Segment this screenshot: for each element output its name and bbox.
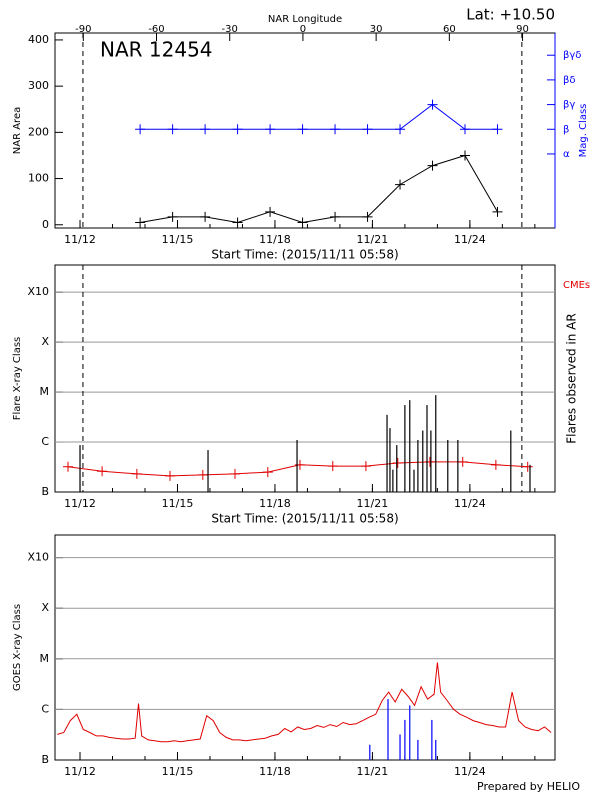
- y-tick-label: X10: [27, 285, 49, 298]
- point-marker: [395, 124, 406, 135]
- y-tick-label: X: [41, 335, 49, 348]
- x-tick-label: 11/12: [64, 765, 96, 778]
- y-tick-label: M: [40, 385, 50, 398]
- x-tick-label: 11/15: [162, 497, 194, 510]
- plot-frame: [54, 32, 556, 229]
- point-marker: [362, 211, 373, 222]
- y2-tick-label: α: [563, 149, 570, 160]
- point-marker: [229, 468, 240, 479]
- y2-axis-label: Mag. Class: [578, 104, 589, 158]
- point-marker: [330, 211, 341, 222]
- y-axis-label: GOES X-ray Class: [12, 604, 23, 691]
- x2-tick-label: 0: [300, 24, 306, 35]
- series-line: [57, 662, 552, 743]
- x2-tick-label: -60: [148, 24, 164, 35]
- x2-tick-label: -30: [222, 24, 238, 35]
- y-tick-label: B: [41, 753, 49, 766]
- footer: Prepared by HELIO: [477, 780, 580, 793]
- y-axis-label: NAR Area: [12, 107, 23, 154]
- y-tick-label: 400: [28, 33, 49, 46]
- y2-tick-label: βγδ: [563, 50, 581, 61]
- x-tick-label: 11/21: [357, 233, 389, 246]
- chart-subtitle: Lat: +10.50: [466, 6, 555, 24]
- x-tick-label: 11/21: [357, 765, 389, 778]
- y-tick-label: C: [41, 435, 49, 448]
- x2-axis-label: NAR Longitude: [268, 14, 342, 25]
- point-marker: [262, 467, 273, 478]
- chart-title: NAR 12454: [100, 38, 213, 62]
- x2-tick-label: 90: [516, 24, 529, 35]
- point-marker: [297, 217, 308, 228]
- x-tick-label: 11/18: [259, 765, 291, 778]
- y-axis-label: Flare X-ray Class: [12, 337, 23, 421]
- point-marker: [297, 124, 308, 135]
- x-axis-label: Start Time: (2015/11/11 05:58): [211, 248, 398, 262]
- series-line: [140, 103, 498, 130]
- x2-tick-label: 60: [443, 24, 456, 35]
- y-tick-label: B: [41, 485, 49, 498]
- x-tick-label: 11/21: [357, 497, 389, 510]
- point-marker: [392, 458, 403, 469]
- y-tick-label: C: [41, 702, 49, 715]
- point-marker: [265, 206, 276, 217]
- y2-tick-label: βγ: [563, 100, 575, 111]
- point-marker: [427, 99, 438, 110]
- x-tick-label: 11/24: [454, 497, 486, 510]
- y-tick-label: X10: [27, 551, 49, 564]
- point-marker: [360, 461, 371, 472]
- y-tick-label: X: [41, 601, 49, 614]
- y2-tick-label: βδ: [563, 75, 576, 86]
- x2-tick-label: 30: [370, 24, 383, 35]
- series-line: [140, 154, 498, 224]
- x-tick-label: 11/12: [64, 233, 96, 246]
- point-marker: [427, 160, 438, 171]
- point-marker: [362, 124, 373, 135]
- y-tick-label: M: [40, 652, 50, 665]
- point-marker: [200, 211, 211, 222]
- point-marker: [265, 124, 276, 135]
- x-tick-label: 11/18: [259, 233, 291, 246]
- y2-tick-label: β: [563, 124, 569, 135]
- point-marker: [232, 124, 243, 135]
- y-tick-label: 100: [28, 172, 49, 185]
- point-marker: [97, 466, 108, 477]
- point-marker: [492, 206, 503, 217]
- point-marker: [167, 124, 178, 135]
- point-marker: [131, 468, 142, 479]
- point-marker: [460, 150, 471, 161]
- point-marker: [492, 124, 503, 135]
- x-tick-label: 11/12: [64, 497, 96, 510]
- plot-frame: [54, 264, 556, 493]
- point-marker: [135, 217, 146, 228]
- x-tick-label: 11/24: [454, 233, 486, 246]
- point-marker: [460, 124, 471, 135]
- y-tick-label: 0: [42, 218, 49, 231]
- point-marker: [167, 211, 178, 222]
- x-tick-label: 11/18: [259, 497, 291, 510]
- point-marker: [457, 456, 468, 467]
- series-label: CMEs: [563, 280, 590, 291]
- point-marker: [330, 124, 341, 135]
- x-tick-label: 11/15: [162, 233, 194, 246]
- point-marker: [135, 124, 146, 135]
- x-tick-label: 11/15: [162, 765, 194, 778]
- point-marker: [522, 461, 533, 472]
- y2-axis-label: Flares observed in AR: [565, 313, 579, 443]
- point-marker: [490, 459, 501, 470]
- point-marker: [165, 470, 176, 481]
- point-marker: [395, 179, 406, 190]
- x2-tick-label: -90: [75, 24, 91, 35]
- x-tick-label: 11/24: [454, 765, 486, 778]
- point-marker: [197, 469, 208, 480]
- x-axis-label: Start Time: (2015/11/11 05:58): [211, 512, 398, 526]
- point-marker: [200, 124, 211, 135]
- y-tick-label: 300: [28, 79, 49, 92]
- plot-frame: [54, 534, 556, 761]
- point-marker: [327, 461, 338, 472]
- point-marker: [232, 217, 243, 228]
- y-tick-label: 200: [28, 125, 49, 138]
- point-marker: [62, 461, 73, 472]
